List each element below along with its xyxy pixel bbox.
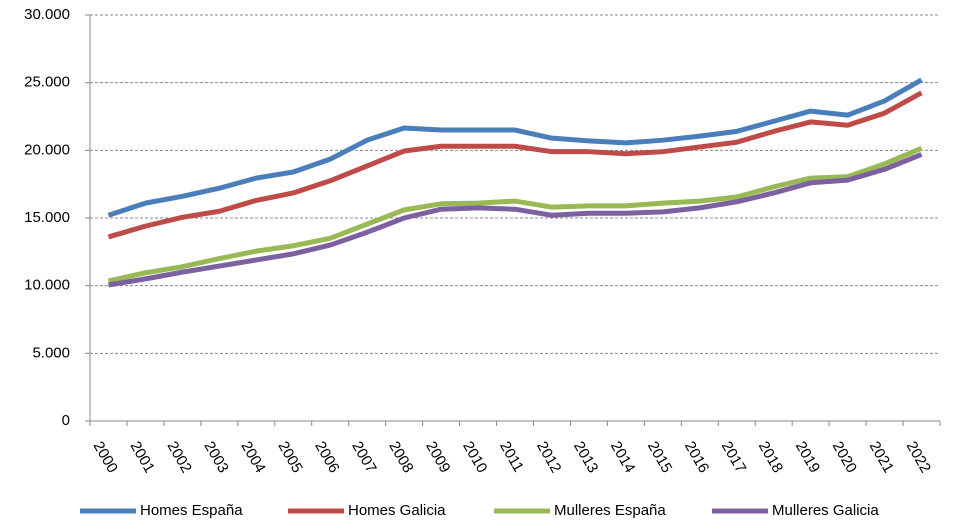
y-tick-label: 15.000 xyxy=(24,209,70,226)
x-tick-label: 2009 xyxy=(422,438,453,475)
y-tick-label: 10.000 xyxy=(24,277,70,294)
x-tick-label: 2011 xyxy=(496,438,527,474)
x-tick-label: 2013 xyxy=(570,438,601,475)
x-tick-label: 2004 xyxy=(237,438,268,475)
line xyxy=(108,152,923,288)
x-tick-label: 2000 xyxy=(90,438,121,475)
legend-label: Homes Galicia xyxy=(348,502,446,519)
x-tick-label: 2005 xyxy=(274,438,305,475)
y-tick-label: 5.000 xyxy=(32,344,70,361)
x-tick-label: 2008 xyxy=(385,438,416,475)
line xyxy=(107,145,923,284)
x-tick-label: 2018 xyxy=(755,438,786,475)
x-tick-label: 2010 xyxy=(459,438,490,475)
x-tick-label: 2021 xyxy=(866,438,897,475)
legend-label: Mulleres España xyxy=(554,502,666,519)
legend-label: Mulleres Galicia xyxy=(772,502,879,519)
x-tick-label: 2014 xyxy=(607,438,638,475)
x-tick-label: 2012 xyxy=(533,438,564,475)
x-tick-label: 2002 xyxy=(163,438,194,475)
x-tick-label: 2016 xyxy=(681,438,712,475)
x-tick-label: 2017 xyxy=(718,438,749,475)
x-tick-label: 2015 xyxy=(644,438,675,475)
x-tick-label: 2003 xyxy=(200,438,231,475)
y-tick-label: 30.000 xyxy=(24,6,70,23)
y-tick-label: 0 xyxy=(62,412,70,429)
y-tick-label: 20.000 xyxy=(24,141,70,158)
x-tick-label: 2022 xyxy=(903,438,934,475)
line xyxy=(107,90,923,240)
x-tick-label: 2019 xyxy=(792,438,823,475)
line xyxy=(107,77,923,218)
x-tick-label: 2007 xyxy=(348,438,379,475)
x-tick-label: 2001 xyxy=(127,438,158,475)
x-tick-label: 2006 xyxy=(311,438,342,475)
legend-label: Homes España xyxy=(140,502,243,519)
y-tick-label: 25.000 xyxy=(24,74,70,91)
x-tick-label: 2020 xyxy=(829,438,860,475)
